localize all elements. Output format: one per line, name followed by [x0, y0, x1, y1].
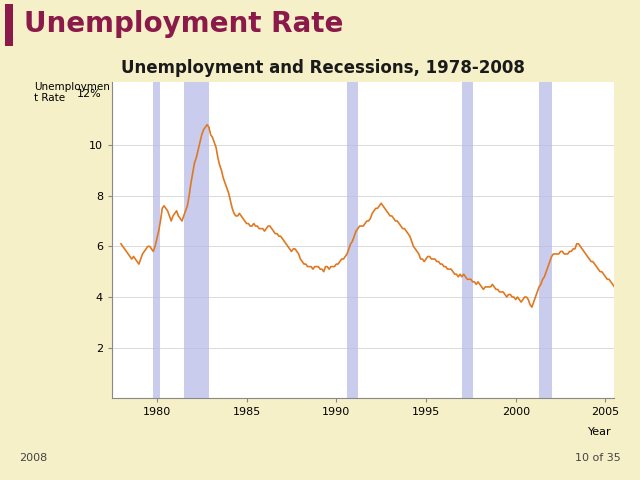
Text: 10 of 35: 10 of 35 — [575, 453, 621, 463]
Text: 2008: 2008 — [19, 453, 47, 463]
Bar — [462, 82, 473, 398]
Bar — [184, 82, 209, 398]
Title: Unemployment and Recessions, 1978-2008: Unemployment and Recessions, 1978-2008 — [121, 59, 525, 77]
Text: Unemployment Rate: Unemployment Rate — [24, 10, 344, 38]
X-axis label: Year: Year — [588, 427, 611, 437]
Text: 12%: 12% — [77, 89, 102, 99]
Bar — [153, 82, 161, 398]
FancyBboxPatch shape — [5, 4, 13, 47]
Bar — [539, 82, 552, 398]
Y-axis label: Unemploymen
t Rate: Unemploymen t Rate — [34, 82, 110, 103]
Bar — [347, 82, 358, 398]
